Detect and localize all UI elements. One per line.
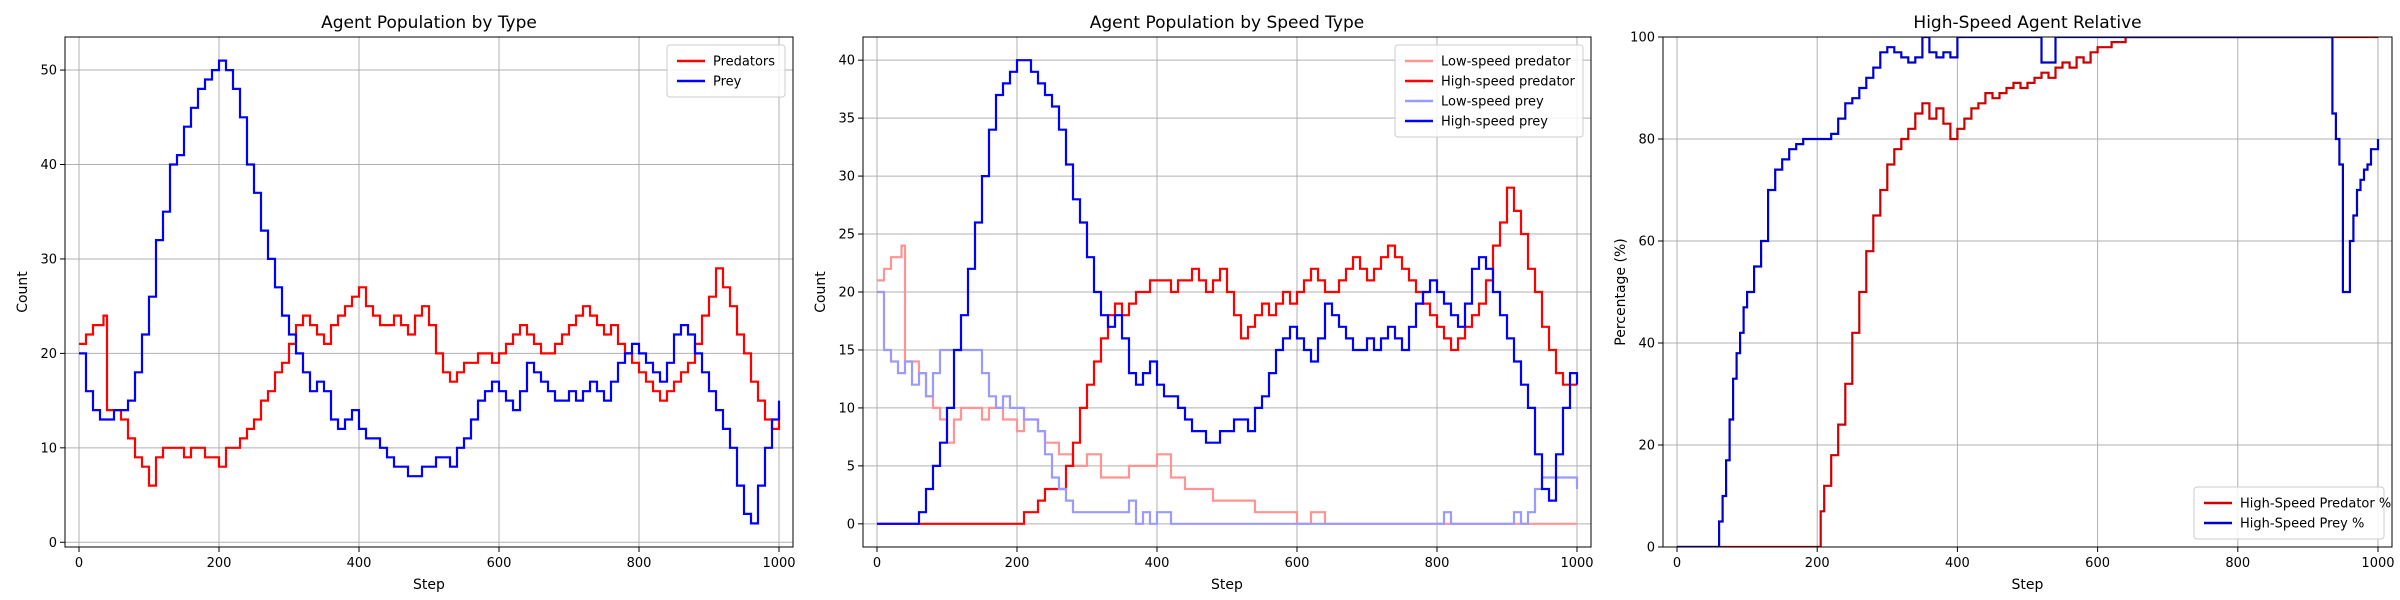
legend: Predators Prey xyxy=(666,44,786,98)
x-tick-label: 800 xyxy=(627,556,652,571)
y-tick-label: 80 xyxy=(1638,133,1655,148)
x-tick-label: 200 xyxy=(1005,556,1030,571)
x-axis-label: Step xyxy=(2012,577,2044,593)
y-axis-label: Percentage (%) xyxy=(1613,238,1629,345)
x-tick-label: 600 xyxy=(1285,556,1310,571)
y-tick-label: 0 xyxy=(847,517,855,532)
series-line-0 xyxy=(1677,37,2378,547)
series-line-2 xyxy=(877,290,1579,525)
x-tick-label: 200 xyxy=(207,556,232,571)
chart-title: Agent Population by Speed Type xyxy=(1090,13,1364,33)
y-tick-label: 20 xyxy=(40,347,57,362)
chart-title: High-Speed Agent Relative xyxy=(1913,13,2141,33)
legend-entry: High-Speed Prey % xyxy=(2240,517,2364,532)
chart-panel-population-by-speed-type: 0 200 400 600 800 1000 0 5 10 15 20 25 30 35 40 Agent P… xyxy=(813,13,1594,593)
y-tick-label: 5 xyxy=(847,459,855,474)
legend-entry: Low-speed prey xyxy=(1441,95,1544,110)
y-tick-label: 40 xyxy=(40,158,57,173)
chart-panel-population-by-type: 0 200 400 600 800 1000 0 10 20 30 40 50 Agent Popula… xyxy=(15,13,796,593)
y-tick-label: 30 xyxy=(40,252,57,267)
series-line-1 xyxy=(1677,37,2380,547)
legend-entry: High-speed predator xyxy=(1441,75,1576,90)
chart-title: Agent Population by Type xyxy=(321,13,537,33)
y-tick-label: 10 xyxy=(40,441,57,456)
x-tick-label: 0 xyxy=(1673,556,1681,571)
x-axis-label: Step xyxy=(1211,577,1243,593)
y-tick-label: 40 xyxy=(1638,337,1655,352)
x-tick-label: 400 xyxy=(347,556,372,571)
y-axis-label: Count xyxy=(15,271,31,313)
legend: High-Speed Predator % High-Speed Prey % xyxy=(2193,486,2391,540)
x-tick-label: 200 xyxy=(1805,556,1830,571)
y-tick-label: 0 xyxy=(1647,541,1655,556)
x-tick-label: 600 xyxy=(2085,556,2110,571)
legend-entry: Low-speed predator xyxy=(1441,55,1571,70)
y-axis-label: Count xyxy=(813,271,829,313)
x-tick-label: 0 xyxy=(873,556,881,571)
y-tick-label: 0 xyxy=(49,536,57,551)
x-tick-label: 400 xyxy=(1145,556,1170,571)
x-tick-label: 800 xyxy=(1425,556,1450,571)
legend-box xyxy=(1394,44,1584,138)
x-tick-label: 800 xyxy=(2225,556,2250,571)
series-line-3 xyxy=(877,59,1579,525)
legend-entry: High-Speed Predator % xyxy=(2240,497,2391,512)
legend-entry: Prey xyxy=(713,75,742,90)
x-tick-label: 1000 xyxy=(1560,556,1593,571)
axes-frame xyxy=(1662,36,2393,548)
series-group xyxy=(79,59,781,525)
y-tick-label: 25 xyxy=(838,228,855,243)
y-tick-label: 60 xyxy=(1638,235,1655,250)
series-line-1 xyxy=(79,59,781,525)
y-tick-label: 15 xyxy=(838,343,855,358)
x-tick-label: 1000 xyxy=(762,556,795,571)
legend-entry: Predators xyxy=(713,55,775,70)
legend-box xyxy=(666,44,786,98)
x-tick-label: 0 xyxy=(75,556,83,571)
chart-panel-high-speed-relative: 0 200 400 600 800 1000 0 20 40 60 80 100 High-Speed … xyxy=(1613,13,2395,593)
series-group xyxy=(877,59,1579,525)
grid xyxy=(65,37,793,547)
series-line-1 xyxy=(877,186,1577,525)
series-group xyxy=(1677,37,2380,547)
y-tick-label: 20 xyxy=(838,286,855,301)
y-tick-label: 40 xyxy=(838,54,855,69)
x-tick-label: 1000 xyxy=(2361,556,2394,571)
legend-box xyxy=(2193,486,2385,540)
x-axis-label: Step xyxy=(413,577,445,593)
y-tick-label: 35 xyxy=(838,112,855,127)
y-tick-label: 30 xyxy=(838,170,855,185)
y-tick-label: 20 xyxy=(1638,439,1655,454)
y-tick-label: 10 xyxy=(838,401,855,416)
legend: Low-speed predator High-speed predator Low… xyxy=(1394,44,1584,138)
axes-frame xyxy=(64,36,794,548)
y-tick-label: 100 xyxy=(1630,31,1655,46)
y-tick-label: 50 xyxy=(40,64,57,79)
x-tick-label: 600 xyxy=(487,556,512,571)
grid xyxy=(1663,36,2392,548)
x-tick-label: 400 xyxy=(1945,556,1970,571)
series-line-0 xyxy=(79,267,781,487)
legend-entry: High-speed prey xyxy=(1441,115,1548,130)
